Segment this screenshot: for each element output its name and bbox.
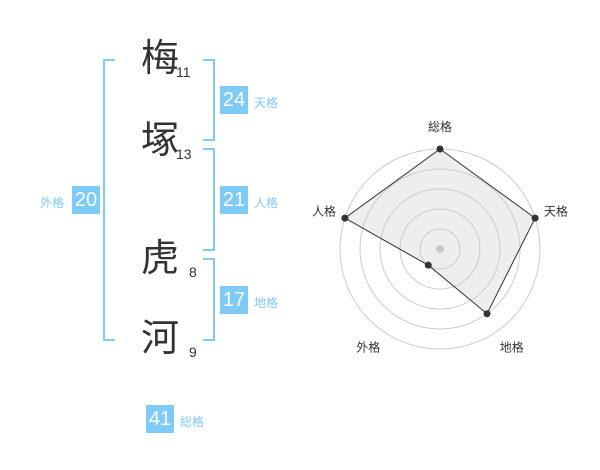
- chikaku-value: 17: [220, 286, 248, 314]
- radar-axis-label: 天格: [544, 203, 568, 218]
- radar-polygon: [343, 148, 536, 315]
- jinkaku-bracket: [203, 148, 215, 251]
- jinkaku-value: 21: [220, 186, 248, 214]
- name-char-4: 河: [141, 316, 180, 360]
- radar-axis-label: 人格: [312, 203, 336, 218]
- radar-axis-label: 地格: [500, 340, 524, 355]
- soukaku-label: 総格: [180, 415, 205, 429]
- name-char-3: 虎: [141, 236, 180, 280]
- radar-point-天格: [531, 214, 539, 222]
- stroke-count-3: 8: [189, 264, 197, 280]
- radar-point-総格: [436, 145, 444, 153]
- jinkaku-label: 人格: [254, 196, 279, 210]
- stroke-count-4: 9: [189, 344, 197, 360]
- tenkaku-value: 24: [220, 86, 248, 114]
- stroke-count-1: 11: [176, 64, 191, 80]
- radar-axis-label: 総格: [428, 119, 452, 134]
- radar-point-地格: [483, 310, 491, 318]
- name-char-2: 塚: [141, 118, 180, 162]
- radar-point-外格: [424, 261, 432, 269]
- gaikaku-value: 20: [72, 186, 100, 214]
- radar-axis-label: 外格: [356, 340, 380, 355]
- soukaku-value: 41: [146, 405, 174, 433]
- stroke-count-2: 13: [176, 146, 192, 162]
- radar-ring: [379, 188, 501, 310]
- tenkaku-label: 天格: [254, 96, 279, 110]
- radar-ring: [419, 228, 461, 270]
- chikaku-label: 地格: [254, 296, 279, 310]
- gaikaku-bracket: [103, 59, 115, 341]
- radar-point-人格: [341, 214, 349, 222]
- gaikaku-label: 外格: [40, 196, 65, 210]
- tenkaku-bracket: [203, 59, 215, 141]
- radar-center: [436, 245, 444, 253]
- chikaku-bracket: [203, 258, 215, 341]
- name-char-1: 梅: [141, 36, 180, 80]
